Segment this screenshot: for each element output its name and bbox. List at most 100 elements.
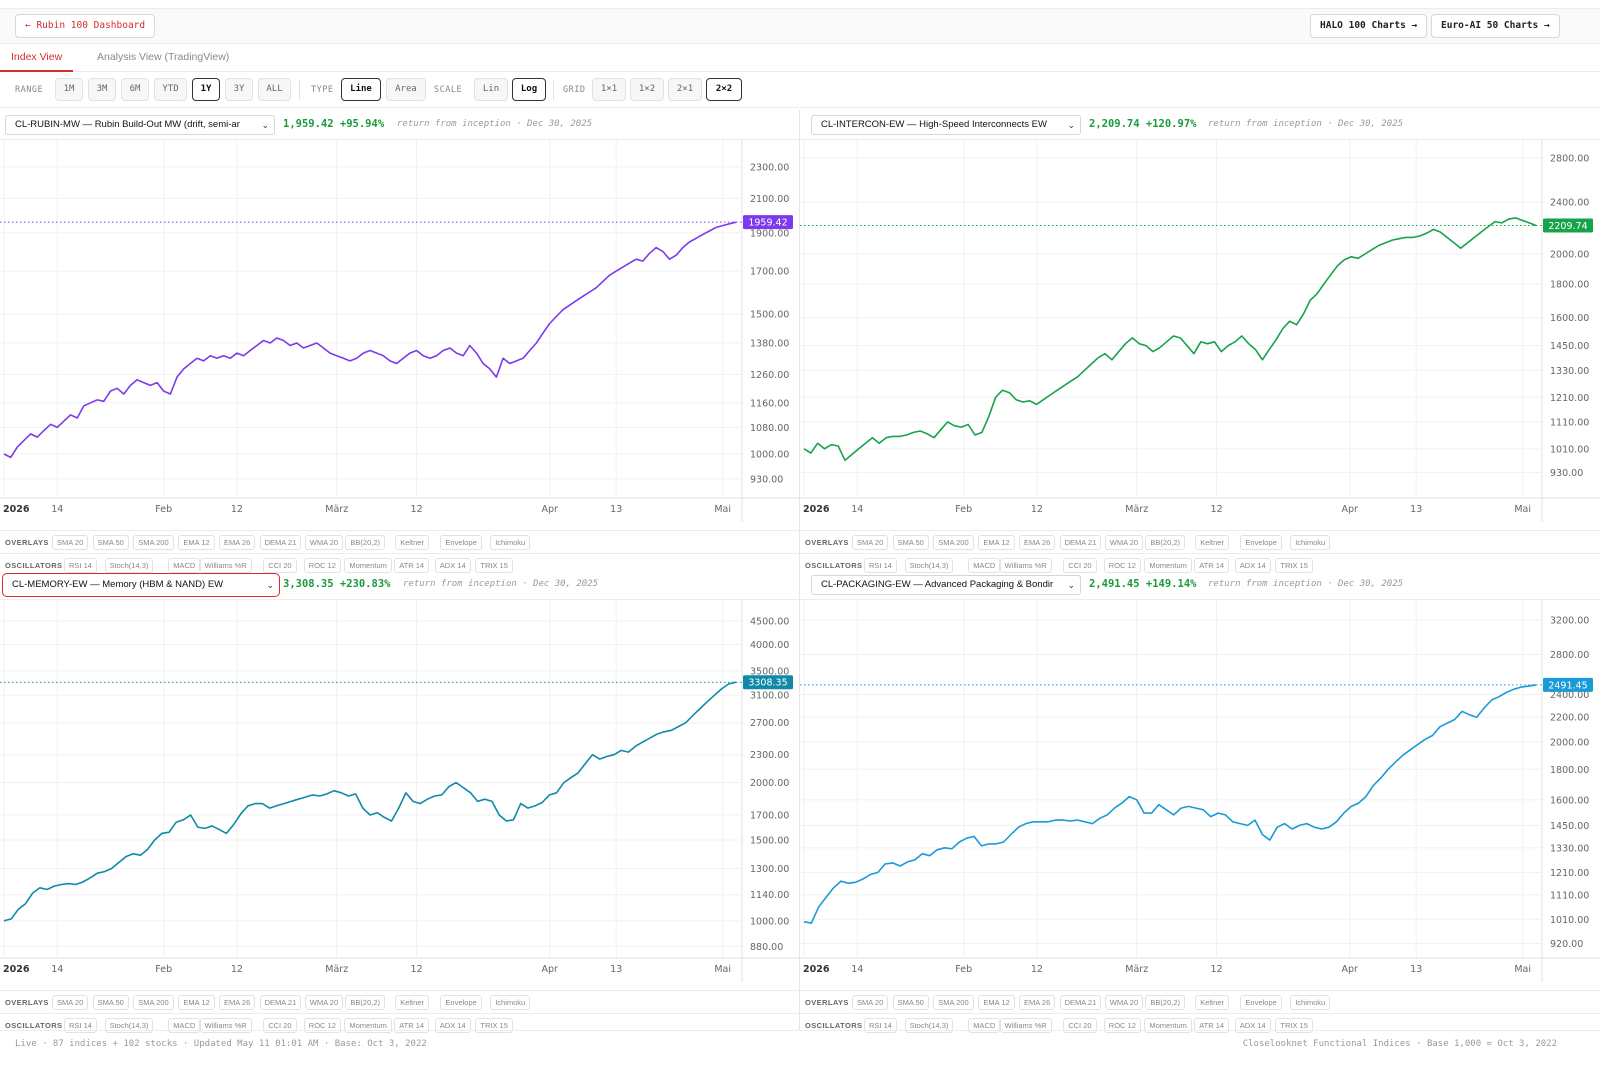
indicator-chip[interactable]: EMA 12 [978, 535, 1015, 550]
indicator-chip[interactable]: Stoch(14,3) [104, 558, 154, 573]
range-6m-button[interactable]: 6M [121, 78, 149, 101]
range-ytd-button[interactable]: YTD [154, 78, 187, 101]
indicator-chip[interactable]: Envelope [1240, 995, 1282, 1010]
indicator-chip[interactable]: WMA 20 [1104, 535, 1144, 550]
indicator-chip[interactable]: DEMA 21 [259, 995, 302, 1010]
indicator-chip[interactable]: ATR 14 [1194, 558, 1230, 573]
grid-2x2-button[interactable]: 2×2 [706, 78, 742, 101]
indicator-chip[interactable]: SMA 50 [92, 995, 129, 1010]
indicator-chip[interactable]: Ichimoku [1290, 995, 1331, 1010]
indicator-chip[interactable]: RSI 14 [64, 1018, 97, 1033]
indicator-chip[interactable]: ATR 14 [394, 1018, 430, 1033]
indicator-chip[interactable]: ADX 14 [1234, 558, 1271, 573]
index-select[interactable]: CL-INTERCON-EW — High-Speed Interconnect… [811, 115, 1081, 135]
indicator-chip[interactable]: DEMA 21 [1059, 535, 1102, 550]
range-1m-button[interactable]: 1M [55, 78, 83, 101]
indicator-chip[interactable]: Williams %R [199, 558, 252, 573]
scale-log-button[interactable]: Log [512, 78, 546, 101]
indicator-chip[interactable]: EMA 12 [978, 995, 1015, 1010]
indicator-chip[interactable]: SMA 20 [852, 995, 889, 1010]
grid-1x2-button[interactable]: 1×2 [630, 78, 664, 101]
price-chart[interactable]: 880.00 1000.00 1140.00 1300.00 1500.00 1700.0… [0, 600, 800, 990]
indicator-chip[interactable]: EMA 26 [219, 535, 256, 550]
indicator-chip[interactable]: DEMA 21 [1059, 995, 1102, 1010]
range-1y-button[interactable]: 1Y [192, 78, 220, 101]
indicator-chip[interactable]: EMA 26 [1019, 995, 1056, 1010]
index-select[interactable]: CL-RUBIN-MW — Rubin Build-Out MW (drift,… [5, 115, 275, 135]
index-select[interactable]: CL-PACKAGING-EW — Advanced Packaging & B… [811, 575, 1081, 595]
indicator-chip[interactable]: TRIX 15 [1275, 1018, 1313, 1033]
indicator-chip[interactable]: Stoch(14,3) [904, 1018, 954, 1033]
range-3y-button[interactable]: 3Y [225, 78, 253, 101]
indicator-chip[interactable]: Envelope [440, 995, 482, 1010]
indicator-chip[interactable]: SMA 20 [852, 535, 889, 550]
indicator-chip[interactable]: SMA 200 [133, 995, 174, 1010]
indicator-chip[interactable]: SMA 50 [892, 535, 929, 550]
range-all-button[interactable]: ALL [258, 78, 291, 101]
indicator-chip[interactable]: ADX 14 [1234, 1018, 1271, 1033]
indicator-chip[interactable]: Momentum [344, 1018, 392, 1033]
indicator-chip[interactable]: RSI 14 [864, 1018, 897, 1033]
indicator-chip[interactable]: Ichimoku [490, 995, 531, 1010]
indicator-chip[interactable]: Momentum [1144, 558, 1192, 573]
indicator-chip[interactable]: ROC 12 [1103, 1018, 1141, 1033]
indicator-chip[interactable]: SMA 20 [52, 995, 89, 1010]
indicator-chip[interactable]: Williams %R [999, 558, 1052, 573]
indicator-chip[interactable]: Keltner [1195, 535, 1229, 550]
indicator-chip[interactable]: SMA 20 [52, 535, 89, 550]
indicator-chip[interactable]: TRIX 15 [475, 1018, 513, 1033]
indicator-chip[interactable]: TRIX 15 [475, 558, 513, 573]
indicator-chip[interactable]: EMA 12 [178, 995, 215, 1010]
indicator-chip[interactable]: SMA 200 [933, 995, 974, 1010]
indicator-chip[interactable]: Momentum [344, 558, 392, 573]
indicator-chip[interactable]: SMA 200 [133, 535, 174, 550]
indicator-chip[interactable]: CCI 20 [263, 558, 297, 573]
indicator-chip[interactable]: Keltner [395, 995, 429, 1010]
indicator-chip[interactable]: SMA 200 [933, 535, 974, 550]
range-3m-button[interactable]: 3M [88, 78, 116, 101]
grid-1x1-button[interactable]: 1×1 [592, 78, 626, 101]
indicator-chip[interactable]: EMA 26 [1019, 535, 1056, 550]
indicator-chip[interactable]: Williams %R [199, 1018, 252, 1033]
indicator-chip[interactable]: ADX 14 [434, 1018, 471, 1033]
indicator-chip[interactable]: WMA 20 [304, 995, 344, 1010]
indicator-chip[interactable]: CCI 20 [1063, 1018, 1097, 1033]
indicator-chip[interactable]: ADX 14 [434, 558, 471, 573]
indicator-chip[interactable]: Keltner [1195, 995, 1229, 1010]
price-chart[interactable]: 920.00 1010.00 1110.00 1210.00 1330.00 1450.0… [800, 600, 1600, 990]
indicator-chip[interactable]: ROC 12 [303, 558, 341, 573]
halo-charts-button[interactable]: HALO 100 Charts → [1310, 14, 1428, 38]
indicator-chip[interactable]: SMA 50 [92, 535, 129, 550]
indicator-chip[interactable]: ATR 14 [394, 558, 430, 573]
indicator-chip[interactable]: BB(20,2) [345, 995, 385, 1010]
euro-ai-charts-button[interactable]: Euro-AI 50 Charts → [1431, 14, 1560, 38]
type-area-button[interactable]: Area [386, 78, 426, 101]
indicator-chip[interactable]: Envelope [440, 535, 482, 550]
indicator-chip[interactable]: BB(20,2) [1145, 535, 1185, 550]
indicator-chip[interactable]: TRIX 15 [1275, 558, 1313, 573]
indicator-chip[interactable]: SMA 50 [892, 995, 929, 1010]
price-chart[interactable]: 930.00 1000.00 1080.00 1160.00 1260.00 1380.0… [0, 140, 800, 530]
indicator-chip[interactable]: Stoch(14,3) [104, 1018, 154, 1033]
indicator-chip[interactable]: RSI 14 [64, 558, 97, 573]
back-to-dashboard-button[interactable]: ← Rubin 100 Dashboard [15, 14, 156, 38]
indicator-chip[interactable]: ROC 12 [1103, 558, 1141, 573]
indicator-chip[interactable]: Williams %R [999, 1018, 1052, 1033]
indicator-chip[interactable]: WMA 20 [304, 535, 344, 550]
indicator-chip[interactable]: ROC 12 [303, 1018, 341, 1033]
tab-analysis-view[interactable]: Analysis View (TradingView) [97, 51, 230, 63]
price-chart[interactable]: 930.00 1010.00 1110.00 1210.00 1330.00 1450.0… [800, 140, 1600, 530]
index-select[interactable]: CL-MEMORY-EW — Memory (HBM & NAND) EW ⌄ [2, 573, 280, 597]
scale-lin-button[interactable]: Lin [474, 78, 508, 101]
indicator-chip[interactable]: Momentum [1144, 1018, 1192, 1033]
tab-index-view[interactable]: Index View [0, 44, 74, 72]
indicator-chip[interactable]: ATR 14 [1194, 1018, 1230, 1033]
indicator-chip[interactable]: CCI 20 [263, 1018, 297, 1033]
indicator-chip[interactable]: Ichimoku [490, 535, 531, 550]
type-line-button[interactable]: Line [341, 78, 381, 101]
indicator-chip[interactable]: DEMA 21 [259, 535, 302, 550]
indicator-chip[interactable]: EMA 12 [178, 535, 215, 550]
indicator-chip[interactable]: WMA 20 [1104, 995, 1144, 1010]
indicator-chip[interactable]: Envelope [1240, 535, 1282, 550]
indicator-chip[interactable]: Ichimoku [1290, 535, 1331, 550]
